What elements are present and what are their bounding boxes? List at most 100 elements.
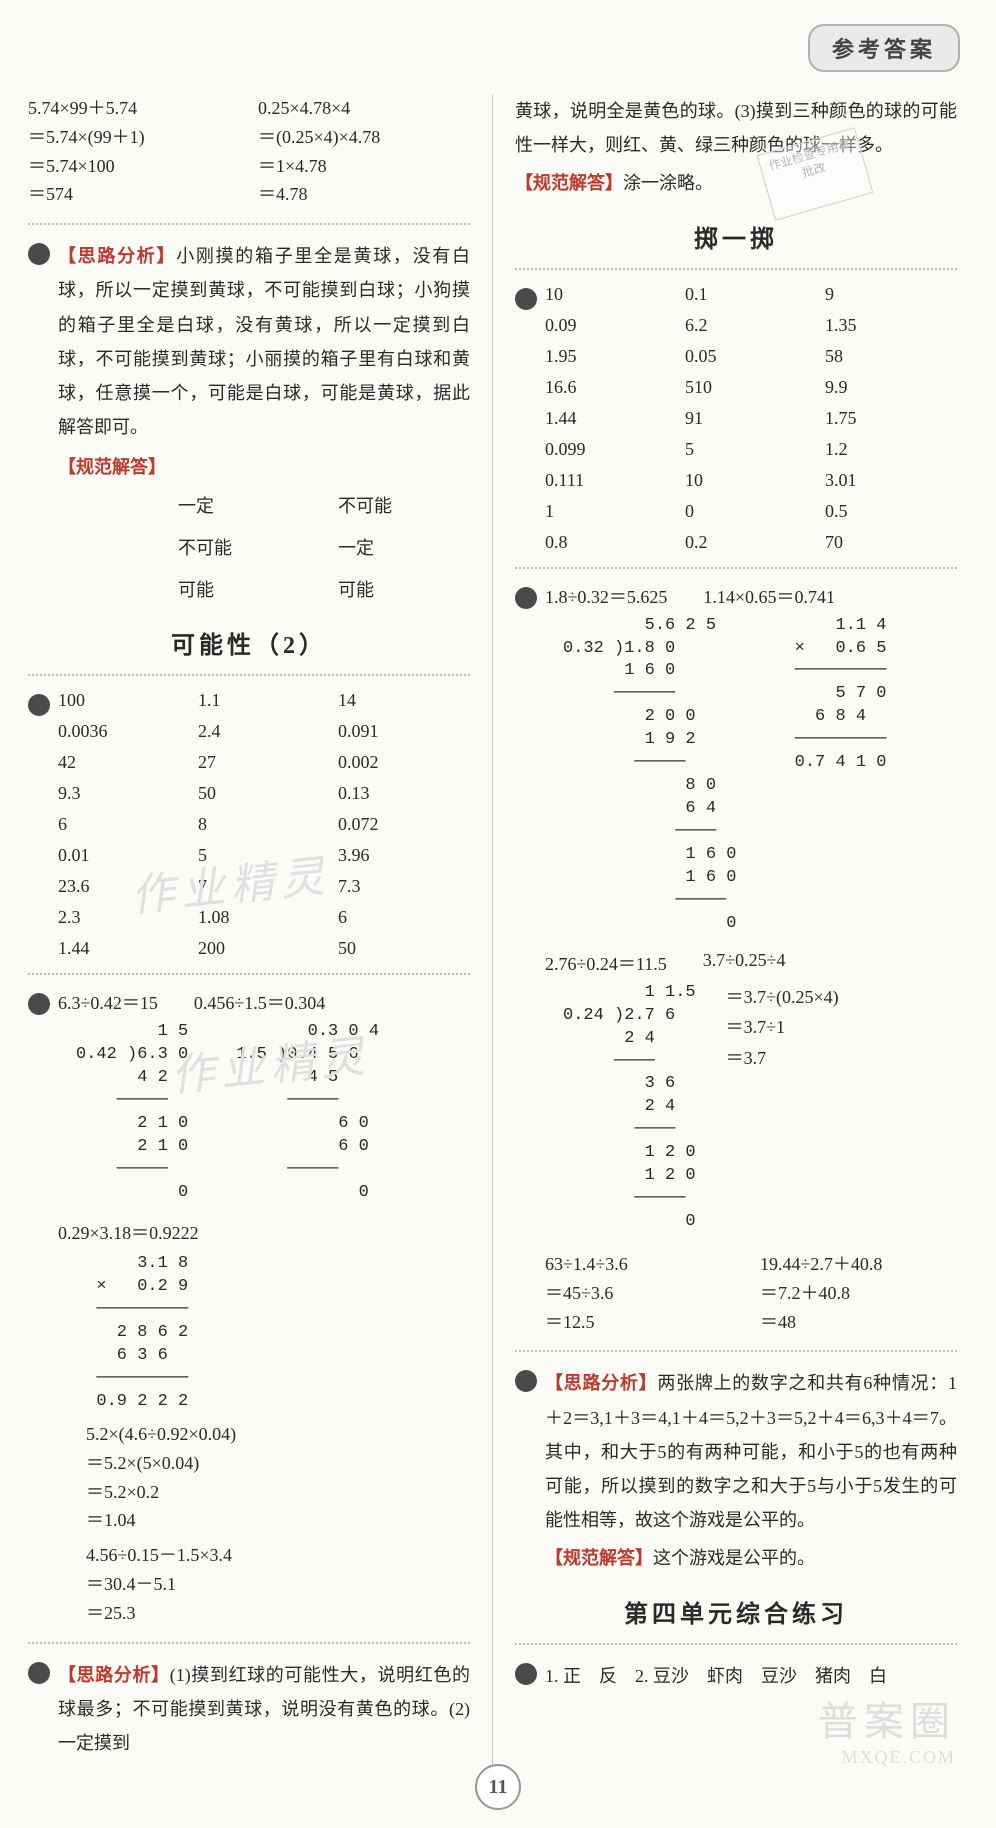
grid-cell: 50 — [198, 783, 330, 804]
grid-cell: 70 — [825, 532, 957, 553]
grid-cell: 2.3 — [58, 907, 190, 928]
grid-cell: 9 — [825, 284, 957, 305]
grid-block-r1: 100.190.096.21.351.950.055816.65109.91.4… — [515, 284, 957, 553]
grid-cell: 0.111 — [545, 470, 677, 491]
grid-cell: 0.5 — [825, 501, 957, 522]
grid-cell: 1.44 — [58, 938, 190, 959]
section-title-possibility-2: 可能性（2） — [28, 625, 470, 660]
page-number: 11 — [475, 1764, 521, 1810]
grid-cell: 1.35 — [825, 315, 957, 336]
eq-cell: ＝1×4.78 — [258, 152, 470, 181]
grid-cell: 0.091 — [338, 721, 470, 742]
std-answer-text: 涂一涂略。 — [623, 173, 713, 193]
grid-cell: 0.2 — [685, 532, 817, 553]
grid-cell: 100 — [58, 690, 190, 711]
grid-cell: 14 — [338, 690, 470, 711]
eq-line: ＝45÷3.6 — [545, 1279, 742, 1308]
section-title-unit4: 第四单元综合练习 — [515, 1594, 957, 1629]
eq-cell: 5.74×99＋5.74 — [28, 94, 240, 123]
analysis-label: 【思路分析】 — [58, 246, 176, 266]
analysis-block-3: 【思路分析】两张牌上的数字之和共有6种情况：1＋2＝3,1＋3＝4,1＋4＝5,… — [515, 1366, 957, 1575]
worked-heading: 6.3÷0.42＝15 — [58, 989, 158, 1015]
divider — [28, 1642, 470, 1644]
grid-cell: 0.1 — [685, 284, 817, 305]
bullet-icon — [515, 1370, 537, 1392]
grid-cell: 9.9 — [825, 377, 957, 398]
eq-line: ＝5.2×(5×0.04) — [86, 1449, 470, 1478]
std-answer-text: 这个游戏是公平的。 — [653, 1548, 815, 1568]
long-division: 5.6 2 5 0.32 )1.8 0 1 6 0 ────── 2 0 0 1… — [563, 615, 736, 936]
answers-tab: 参考答案 — [808, 24, 960, 72]
grid-cell: 5 — [685, 439, 817, 460]
grid-cell: 27 — [198, 752, 330, 773]
eq-line: ＝3.7÷1 — [726, 1012, 839, 1043]
bullet-icon — [28, 694, 50, 716]
certainty-cell: 可能 — [178, 573, 310, 607]
std-answer-label: 【规范解答】 — [515, 173, 623, 193]
divider — [28, 973, 470, 975]
column-divider — [492, 94, 493, 1768]
analysis-text: 两张牌上的数字之和共有6种情况：1＋2＝3,1＋3＝4,1＋4＝5,2＋3＝5,… — [545, 1373, 957, 1530]
long-multiplication: 1.1 4 × 0.6 5 ───────── 5 7 0 6 8 4 ────… — [784, 615, 886, 936]
grid-cell: 8 — [198, 814, 330, 835]
worked-heading: 0.456÷1.5＝0.304 — [194, 989, 325, 1015]
worked-heading: 0.29×3.18＝0.9222 — [58, 1219, 470, 1248]
grid-cell: 0.072 — [338, 814, 470, 835]
section-title-throw: 掷一掷 — [515, 219, 957, 254]
grid-cell: 6 — [58, 814, 190, 835]
grid-cell: 510 — [685, 377, 817, 398]
certainty-cell: 一定 — [178, 489, 310, 523]
grid-cell: 1 — [545, 501, 677, 522]
grid-cell: 1.75 — [825, 408, 957, 429]
grid-cell: 58 — [825, 346, 957, 367]
eq-line: ＝25.3 — [86, 1599, 470, 1628]
grid-cell: 0.01 — [58, 845, 190, 866]
certainty-cell: 一定 — [338, 531, 470, 565]
eq-line: ＝5.2×0.2 — [86, 1478, 470, 1507]
divider — [515, 1350, 957, 1352]
last-answers-text: 1. 正 反 2. 豆沙 虾肉 豆沙 猪肉 白 — [545, 1659, 957, 1693]
analysis-label: 【思路分析】 — [58, 1665, 170, 1685]
eq-line: 4.56÷0.15－1.5×3.4 — [86, 1541, 470, 1570]
grid-cell: 200 — [198, 938, 330, 959]
analysis-label: 【思路分析】 — [545, 1373, 657, 1393]
worked-heading: 3.7÷0.25÷4 — [703, 950, 786, 976]
grid-cell: 10 — [545, 284, 677, 305]
bullet-icon — [28, 993, 50, 1015]
bullet-icon — [515, 587, 537, 609]
grid-cell: 6.2 — [685, 315, 817, 336]
divider — [28, 223, 470, 225]
analysis-block-1: 【思路分析】小刚摸的箱子里全是黄球，没有白球，所以一定摸到黄球，不可能摸到白球；… — [28, 239, 470, 607]
eq-line: ＝7.2＋40.8 — [760, 1279, 957, 1308]
grid-cell: 50 — [338, 938, 470, 959]
left-column: 5.74×99＋5.74 ＝5.74×(99＋1) ＝5.74×100 ＝574… — [28, 94, 488, 1768]
grid-cell: 1.1 — [198, 690, 330, 711]
grid-cell: 1.95 — [545, 346, 677, 367]
long-division: 1 5 0.42 )6.3 0 4 2 ───── 2 1 0 2 1 0 ──… — [76, 1021, 188, 1205]
eq-line: 19.44÷2.7＋40.8 — [760, 1250, 957, 1279]
worked-block-1: 6.3÷0.42＝15 0.456÷1.5＝0.304 1 5 0.42 )6.… — [28, 989, 470, 1627]
divider — [28, 674, 470, 676]
eq-line: ＝12.5 — [545, 1308, 742, 1337]
bullet-icon — [28, 243, 50, 265]
eq-cell: ＝574 — [28, 180, 240, 209]
certainty-cell: 不可能 — [178, 531, 310, 565]
grid-cell: 3.01 — [825, 470, 957, 491]
right-column: 黄球，说明全是黄色的球。(3)摸到三种颜色的球的可能性一样大，则红、黄、绿三种颜… — [497, 94, 957, 1768]
long-division: 1 1.5 0.24 )2.7 6 2 4 ──── 3 6 2 4 ──── … — [563, 982, 696, 1234]
worked-heading: 1.8÷0.32＝5.625 — [545, 583, 667, 609]
grid-cell: 0.05 — [685, 346, 817, 367]
certainty-cell: 不可能 — [338, 489, 470, 523]
divider — [515, 567, 957, 569]
eq-cell: ＝4.78 — [258, 180, 470, 209]
grid-cell: 0.002 — [338, 752, 470, 773]
eq-cell: ＝5.74×100 — [28, 152, 240, 181]
grid-block-l2: 1001.1140.00362.40.09142270.0029.3500.13… — [28, 690, 470, 959]
eq-line: ＝3.7÷(0.25×4) — [726, 982, 839, 1013]
worked-heading: 1.14×0.65＝0.741 — [703, 583, 835, 609]
grid-cell: 42 — [58, 752, 190, 773]
grid-cell: 1.08 — [198, 907, 330, 928]
grid-cell: 7.3 — [338, 876, 470, 897]
eq-cell: ＝(0.25×4)×4.78 — [258, 123, 470, 152]
long-division: 0.3 0 4 1.5 )0.4 5 6 4 5 ───── 6 0 6 0 ─… — [236, 1021, 379, 1205]
